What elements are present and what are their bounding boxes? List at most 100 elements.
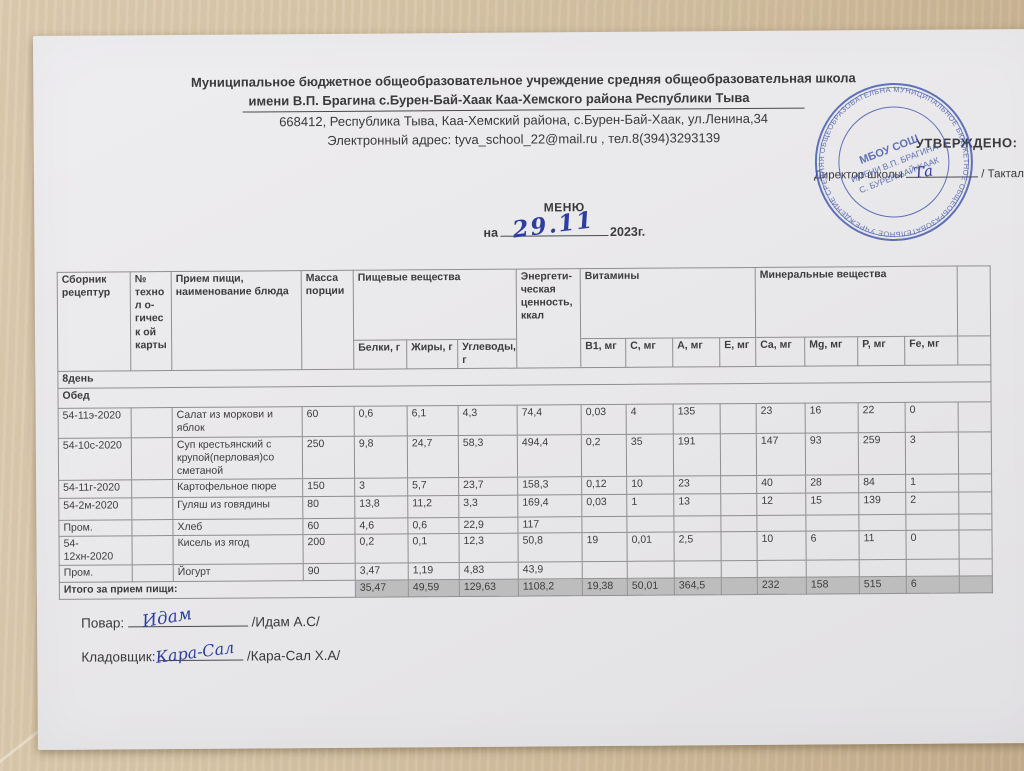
col-header-energy: Энергети-ческая ценность, ккал (516, 268, 581, 369)
card-number (131, 497, 173, 520)
total-b1: 19,38 (582, 578, 628, 596)
col-header-zhiry: Жиры, г (406, 339, 458, 370)
portion-mass: 90 (303, 563, 356, 581)
min-mg (806, 559, 860, 578)
min-ca: 147 (756, 432, 806, 476)
portion-mass: 60 (302, 406, 355, 437)
cook-name: /Идам А.С/ (251, 614, 320, 630)
kcal: 494,4 (517, 434, 582, 478)
card-number (132, 564, 174, 583)
vit-c: 1 (626, 493, 674, 517)
col-header-e: Е, мг (719, 337, 756, 367)
min-p: 84 (858, 474, 906, 493)
menu-date-prefix: на (483, 225, 499, 240)
total-extra (959, 576, 993, 594)
carbs: 3,3 (458, 495, 518, 518)
recipe-code: Пром. (59, 565, 133, 583)
vit-b1: 19 (582, 532, 628, 562)
storekeeper-signature-handwriting: Кара-Сал (154, 637, 236, 667)
min-fe: 3 (905, 431, 959, 475)
carbs: 22,9 (458, 517, 519, 534)
min-fe: 0 (905, 402, 959, 432)
dish-name: Кисель из ягод (172, 534, 304, 565)
vit-e (720, 403, 757, 434)
extra-cell (959, 529, 993, 560)
vit-c: 4 (626, 404, 674, 434)
min-ca (757, 560, 807, 578)
cook-signature-line: Идам (127, 604, 248, 632)
card-number (131, 437, 173, 480)
protein: 13,8 (354, 495, 408, 519)
card-number (131, 519, 173, 536)
col-header-sbornik: Сборник рецептур (57, 271, 131, 372)
min-p (858, 514, 907, 531)
extra-cell (958, 431, 992, 474)
carbs: 4,83 (459, 562, 519, 580)
vit-a: 135 (673, 403, 721, 434)
portion-mass: 200 (302, 534, 356, 564)
vit-b1: 0,03 (581, 494, 627, 517)
dish-name: Йогурт (173, 563, 304, 582)
kcal: 169,4 (517, 494, 582, 518)
carbs: 58,3 (458, 434, 518, 478)
min-mg (805, 514, 860, 532)
carbs: 12,3 (458, 533, 519, 563)
vit-a (674, 560, 722, 579)
min-fe (906, 559, 960, 577)
storekeeper-name: /Кара-Сал Х.А/ (246, 647, 341, 664)
total-e (721, 577, 758, 595)
extra-cell (959, 559, 993, 577)
min-mg: 93 (805, 432, 859, 475)
vit-c: 0,01 (627, 532, 675, 562)
col-header-extra-sub (957, 335, 991, 366)
kcal: 74,4 (517, 404, 582, 435)
fat: 0,1 (407, 533, 460, 564)
fat: 24,7 (407, 435, 459, 478)
fat: 1,19 (408, 562, 460, 581)
min-p: 259 (858, 431, 906, 475)
min-mg: 15 (805, 492, 859, 515)
director-role-label: Директор школы (813, 168, 903, 182)
vit-a: 23 (673, 475, 721, 494)
min-mg: 28 (805, 474, 859, 493)
portion-mass: 250 (302, 435, 355, 479)
vit-e (720, 515, 758, 532)
protein: 3,47 (355, 563, 409, 581)
kcal: 158,3 (517, 476, 582, 496)
col-header-massa: Масса порции (301, 270, 354, 370)
total-fe: 6 (906, 576, 960, 594)
cook-label: Повар: (81, 615, 125, 631)
total-kcal: 1108,2 (518, 578, 583, 597)
menu-year: 2023г. (609, 224, 646, 239)
cook-signature-handwriting: Идам (140, 604, 193, 633)
fat: 6,1 (407, 405, 459, 436)
min-fe: 2 (905, 491, 959, 515)
total-protein: 35,47 (355, 580, 409, 598)
col-header-pishch: Пищевые вещества (353, 269, 517, 341)
min-ca: 23 (756, 403, 806, 433)
director-signature-line: Та (905, 161, 979, 182)
recipe-code: Пром. (58, 519, 132, 537)
dish-name: Картофельное пюре (172, 478, 303, 498)
vit-b1: 0,12 (581, 476, 627, 495)
min-ca (756, 514, 807, 532)
director-name: / Тактал А.С / (981, 168, 1024, 181)
col-header-a: А, мг (672, 337, 720, 368)
col-header-vitaminy: Витамины (580, 267, 756, 339)
min-ca: 10 (757, 531, 807, 561)
total-fat: 49,59 (408, 579, 460, 598)
col-header-fe: Fe, мг (904, 336, 958, 366)
storekeeper-label: Кладовщик: (81, 649, 156, 665)
col-header-mg: Mg, мг (804, 336, 858, 367)
vit-b1 (581, 516, 628, 533)
portion-mass: 150 (302, 478, 355, 497)
col-header-c: С, мг (625, 338, 673, 368)
recipe-code: 54-10с-2020 (58, 437, 132, 481)
vit-b1 (582, 561, 628, 579)
totals-label: Итого за прием пищи: (59, 580, 356, 600)
dish-name: Гуляш из говядины (172, 496, 303, 520)
recipe-code: 54-11э-2020 (58, 408, 132, 438)
dish-name: Хлеб (172, 518, 303, 536)
min-p: 11 (859, 530, 907, 560)
